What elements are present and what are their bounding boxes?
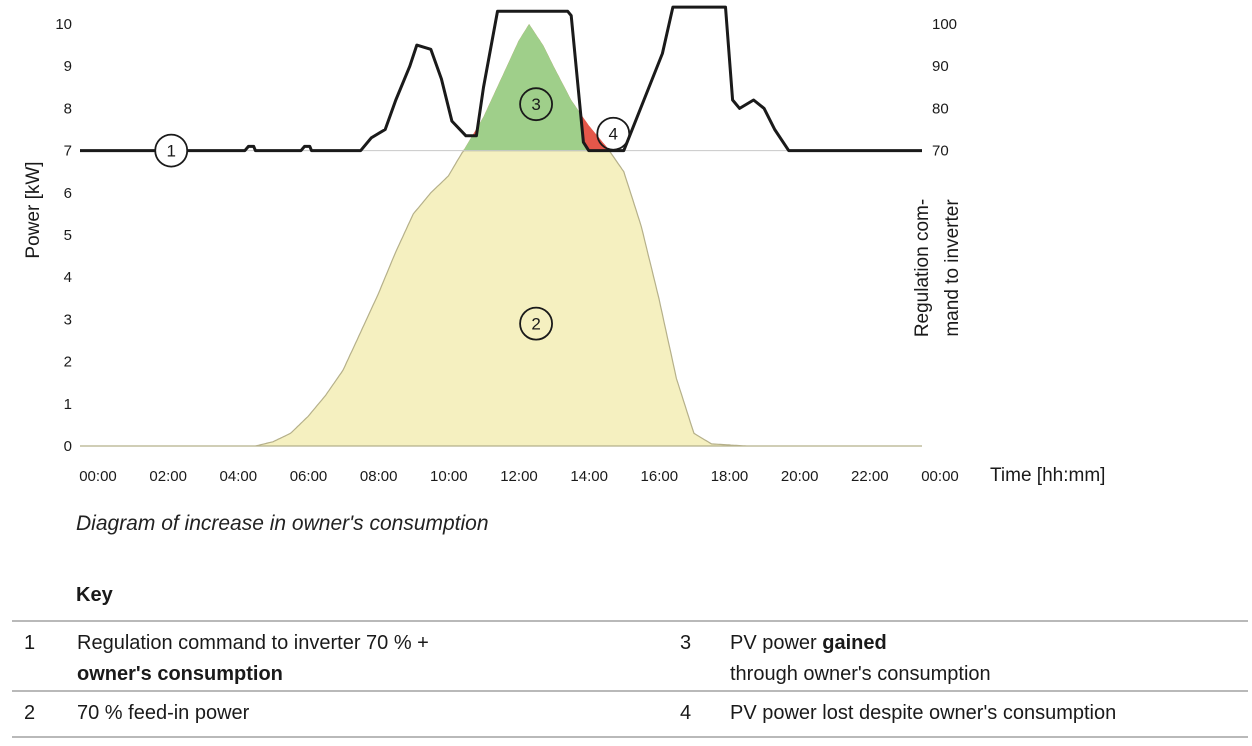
key-divider-middle: [12, 690, 1248, 692]
y-left-tick-label: 6: [64, 185, 72, 202]
key-row1-description: Regulation command to inverter 70 % + ow…: [77, 628, 637, 690]
x-tick-label: 08:00: [360, 468, 398, 485]
marker-circle: [596, 116, 631, 151]
x-tick-label: 16:00: [641, 468, 679, 485]
key-row1-right-text-a: PV power: [730, 632, 823, 654]
chart: 1 2 3 4 0 1 2 3 4 5 6 7 8 9 10 70 80 90 100 00:00 02:00 04…: [23, 5, 1105, 486]
key-row1-right-description: PV power gained through owner's consumpt…: [730, 628, 1240, 690]
key-row1-number: 1: [24, 632, 36, 654]
x-tick-label: 06:00: [290, 468, 328, 485]
key-divider-top: [12, 620, 1248, 622]
marker-circle: [519, 87, 553, 122]
x-tick-label: 02:00: [149, 468, 187, 485]
key-row1-right-number: 3: [680, 632, 692, 654]
marker-label: 2: [531, 315, 540, 334]
key-row1-right-bold: gained: [822, 632, 887, 654]
y-left-tick-label: 1: [64, 396, 72, 413]
y-axis-right-label-line2: mand to inverter: [942, 199, 963, 337]
marker-label: 3: [531, 95, 540, 114]
y-left-tick-label: 7: [64, 143, 72, 160]
y-axis-right-ticks: 70 80 90 100: [932, 16, 957, 160]
y-left-tick-label: 4: [64, 269, 72, 286]
key-row1-right-text-b: through owner's consumption: [730, 663, 991, 685]
x-tick-label: 00:00: [921, 468, 959, 485]
marker-2: 2: [519, 306, 553, 341]
key-divider-bottom: [12, 736, 1248, 738]
key-row2-number: 2: [24, 702, 36, 724]
key-row1-text: Regulation command to inverter 70 % +: [77, 632, 429, 654]
key-row1-bold: owner's consumption: [77, 663, 283, 685]
y-left-tick-label: 10: [55, 16, 72, 33]
y-right-tick-label: 100: [932, 16, 957, 33]
marker-label: 4: [609, 125, 618, 144]
key-title: Key: [76, 584, 113, 606]
regulation-command-line: [80, 5, 922, 153]
x-tick-label: 22:00: [851, 468, 889, 485]
marker-3: 3: [519, 87, 553, 122]
x-axis-label: Time [hh:mm]: [990, 465, 1105, 486]
y-left-tick-label: 9: [64, 58, 72, 75]
y-left-tick-label: 3: [64, 311, 72, 328]
x-tick-label: 10:00: [430, 468, 468, 485]
y-axis-right-label-line1: Regulation com-: [912, 199, 933, 337]
x-axis-ticks: 00:00 02:00 04:00 06:00 08:00 10:00 12:00 14:00…: [79, 468, 959, 485]
y-axis-left-ticks: 0 1 2 3 4 5 6 7 8 9 10: [55, 16, 72, 455]
key-row2-right-number: 4: [680, 702, 692, 724]
marker-4: 4: [596, 116, 631, 151]
chart-caption: Diagram of increase in owner's consumpti…: [76, 512, 489, 535]
feed-in-area: [80, 150, 922, 447]
y-left-tick-label: 2: [64, 354, 72, 371]
y-right-tick-label: 90: [932, 58, 949, 75]
plot-areas: [80, 24, 922, 447]
pv-gained-area: [80, 24, 922, 151]
key-row2-description: 70 % feed-in power: [77, 702, 250, 724]
y-left-tick-label: 8: [64, 100, 72, 117]
key-row2-right-description: PV power lost despite owner's consumptio…: [730, 702, 1117, 724]
marker-label: 1: [166, 142, 175, 161]
x-tick-label: 14:00: [570, 468, 608, 485]
x-tick-label: 20:00: [781, 468, 819, 485]
marker-circle: [154, 133, 189, 168]
y-right-tick-label: 70: [932, 143, 949, 160]
x-tick-label: 18:00: [711, 468, 749, 485]
y-left-tick-label: 0: [64, 438, 72, 455]
x-tick-label: 04:00: [220, 468, 258, 485]
x-tick-label: 00:00: [79, 468, 117, 485]
x-tick-label: 12:00: [500, 468, 538, 485]
y-right-tick-label: 80: [932, 100, 949, 117]
marker-circle: [519, 306, 553, 341]
y-axis-left-label: Power [kW]: [23, 161, 44, 258]
y-left-tick-label: 5: [64, 227, 72, 244]
marker-group: 1 2 3 4: [154, 87, 631, 341]
marker-1: 1: [154, 133, 189, 168]
